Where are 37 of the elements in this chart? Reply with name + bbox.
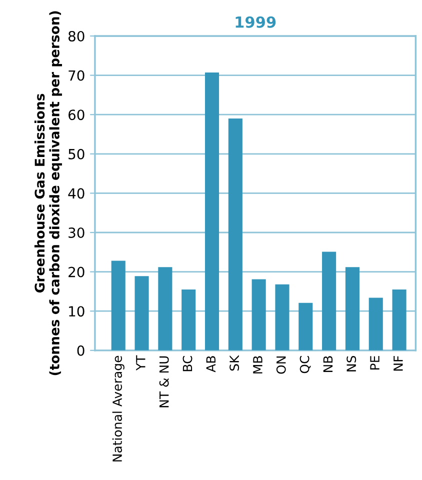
bar [228, 118, 242, 350]
bar [298, 302, 313, 350]
bar [204, 72, 220, 350]
x-tick-label: BC [182, 356, 192, 372]
y-tick-label: 0 [77, 345, 84, 356]
x-tick-label: NT & NU [159, 356, 169, 408]
y-tick-label: 50 [68, 148, 84, 160]
x-tick-label: YT [136, 355, 146, 371]
bar [252, 279, 266, 350]
x-tick-label: PE [370, 356, 380, 370]
bar [111, 260, 126, 350]
bar [345, 267, 360, 350]
y-tick-label: 60 [68, 110, 84, 120]
bar [322, 252, 336, 350]
y-tick-label: 10 [69, 306, 84, 317]
y-tick-label: 70 [68, 70, 84, 81]
bar [182, 289, 196, 350]
x-tick-label: AB [206, 356, 216, 372]
bar [392, 289, 406, 350]
x-tick-label: National Average [112, 356, 124, 462]
y-tick-label: 30 [68, 227, 84, 238]
x-tick-label: SK [230, 355, 240, 371]
x-tick-label: MB [253, 356, 262, 374]
bar [134, 276, 149, 350]
y-axis-title: Greenhouse Gas Emissions (tonnes of carbon dioxide equivalent per person) [34, 11, 62, 376]
chart-title: 1999 [236, 16, 276, 28]
bar [368, 298, 383, 350]
x-tick-label: NS [346, 356, 356, 372]
y-tick-label: 20 [68, 266, 84, 278]
x-tick-label: QC [300, 356, 311, 374]
bar [158, 267, 172, 350]
x-tick-label: ON [276, 356, 286, 374]
x-tick-label: NB [323, 356, 332, 372]
y-tick-label: 40 [68, 188, 84, 199]
bar [275, 284, 290, 350]
y-tick-label: 80 [68, 30, 84, 42]
x-tick-label: NF [394, 356, 403, 371]
